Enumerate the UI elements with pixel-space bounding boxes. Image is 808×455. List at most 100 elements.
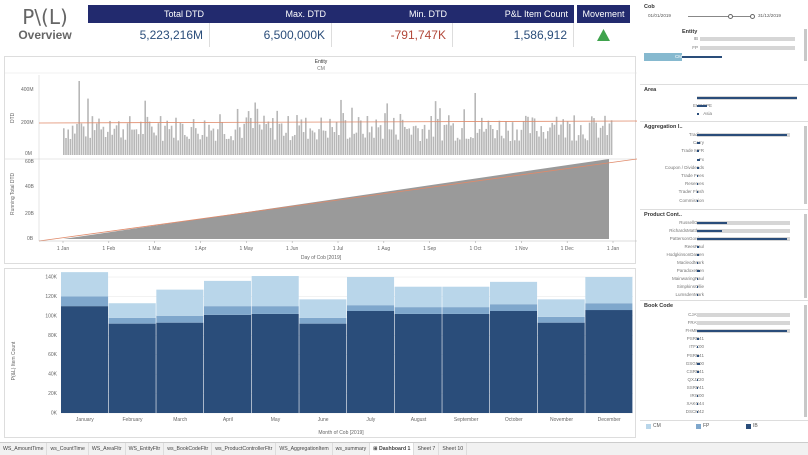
sheet-tab[interactable]: WS_AggregationItem (276, 443, 333, 455)
bar-ib-january[interactable] (61, 306, 109, 413)
product-filter-item[interactable]: MacleodMark (640, 259, 800, 267)
aggregation-filter-item[interactable]: Trading (640, 131, 800, 139)
bar-cm-may[interactable] (251, 276, 299, 307)
product-filter-item[interactable]: RussellGreg (640, 219, 800, 227)
bar-fp-october[interactable] (490, 304, 538, 311)
product-filter-scrollbar[interactable] (804, 214, 807, 298)
sheet-tab[interactable]: ws_CountTime (47, 443, 89, 455)
cob-slider-handle-start[interactable] (728, 14, 733, 19)
sheet-tab-active[interactable]: ⊞ Dashboard 1 (370, 443, 415, 455)
book-filter-item[interactable]: PSRP41 (640, 335, 800, 343)
entity-filter-scrollbar[interactable] (804, 29, 807, 61)
bar-ib-april[interactable] (204, 314, 252, 413)
book-filter-item[interactable]: IRIS00 (640, 392, 800, 400)
product-filter-item[interactable]: HodgkinsonDarren (640, 251, 800, 259)
product-filter-item[interactable]: MainwaringPaul (640, 275, 800, 283)
book-filter-item[interactable]: XAKG44 (640, 400, 800, 408)
bar-fp-february[interactable] (108, 317, 156, 324)
aggregation-filter-item[interactable]: Trade MFR (640, 147, 800, 155)
bar-cm-september[interactable] (442, 286, 490, 308)
book-filter-item[interactable]: PSRP41 (640, 352, 800, 360)
bar-cm-december[interactable] (585, 277, 633, 304)
product-filter-item[interactable]: ReesPaul (640, 243, 800, 251)
entity-filter-item-selected[interactable]: CM (640, 53, 808, 61)
bar-cm-november[interactable] (537, 299, 585, 317)
dtd-chart[interactable]: 400M 200M 0M 60B 40B 20B 0B DTD Running … (5, 57, 637, 265)
book-filter-item[interactable]: QXJZ20 (640, 376, 800, 384)
bar-ib-november[interactable] (537, 322, 585, 413)
area-filter-item[interactable]: EUROPE (640, 102, 808, 110)
bar-cm-october[interactable] (490, 281, 538, 305)
sheet-tab[interactable]: WS_AreaFltr (89, 443, 126, 455)
book-filter-item[interactable]: SSRP41 (640, 384, 800, 392)
bar-cm-august[interactable] (394, 286, 442, 308)
bar-ib-december[interactable] (585, 310, 633, 413)
bar-ib-july[interactable] (347, 311, 395, 413)
bar-ib-october[interactable] (490, 311, 538, 413)
book-filter-item[interactable]: FHMM80 (640, 327, 800, 335)
bar-fp-december[interactable] (585, 303, 633, 311)
sheet-tab[interactable]: Sheet 10 (439, 443, 468, 455)
product-filter-item[interactable]: RichardsMatthew (640, 227, 800, 235)
book-filter-item[interactable]: ITFX00 (640, 343, 800, 351)
cob-end-date[interactable]: 31/12/2019 (758, 13, 781, 18)
aggregation-filter-item[interactable]: Coupon / Dividends (640, 164, 800, 172)
bar-ib-august[interactable] (394, 313, 442, 413)
bar-ib-september[interactable] (442, 313, 490, 413)
aggregation-filter-item[interactable]: Trade Fees (640, 172, 800, 180)
aggregation-filter-item[interactable]: Fx (640, 156, 800, 164)
cob-start-date[interactable]: 01/01/2019 (648, 13, 671, 18)
bar-cm-april[interactable] (204, 280, 252, 307)
bar-fp-august[interactable] (394, 307, 442, 314)
bar-cm-january[interactable] (61, 272, 109, 297)
sheet-tab[interactable]: WS_AmountTime (0, 443, 48, 455)
aggregation-filter-item[interactable]: Trader Flash (640, 188, 800, 196)
bar-ib-february[interactable] (108, 323, 156, 413)
aggregation-filter-item[interactable]: Carry (640, 139, 800, 147)
dtd-daily-bar (87, 98, 89, 155)
bar-fp-november[interactable] (537, 316, 585, 323)
bar-fp-september[interactable] (442, 307, 490, 314)
product-filter-item[interactable]: ParadoxeBen (640, 267, 800, 275)
bar-fp-may[interactable] (251, 306, 299, 314)
bar-fp-january[interactable] (61, 296, 109, 307)
entity-filter-title: Entity (682, 29, 698, 35)
book-filter-item[interactable]: FRAT20 (640, 319, 800, 327)
item-count-chart[interactable]: 0K 20K 40K 60K 80K 100K 120K 140K January Februa… (5, 269, 637, 439)
sheet-tab[interactable]: Sheet 7 (414, 443, 440, 455)
area-filter-item[interactable]: Asia (640, 110, 808, 118)
book-filter-scrollbar[interactable] (804, 305, 807, 417)
bar-ib-march[interactable] (156, 322, 204, 413)
aggregation-filter-item[interactable]: Commission (640, 197, 800, 205)
sheet-tab[interactable]: ws_ProductControllerFltr (212, 443, 277, 455)
book-filter-item[interactable]: DSCM42 (640, 408, 800, 416)
aggregation-filter-scrollbar[interactable] (804, 126, 807, 204)
book-filter-item[interactable]: CJAT00 (640, 311, 800, 319)
bar-ib-may[interactable] (251, 313, 299, 413)
entity-filter-item[interactable]: IB (640, 35, 808, 43)
product-filter-item[interactable]: SimpkinsOllie (640, 283, 800, 291)
bar-fp-april[interactable] (204, 306, 252, 315)
bar-cm-february[interactable] (108, 303, 156, 318)
book-filter-item[interactable]: GSGR00 (640, 360, 800, 368)
bar-ib-june[interactable] (299, 323, 347, 413)
bar-fp-june[interactable] (299, 317, 347, 324)
sheet-tab[interactable]: WS_EntityFltr (126, 443, 165, 455)
bar-cm-july[interactable] (347, 277, 395, 306)
bar-fp-july[interactable] (347, 305, 395, 311)
bar-cm-june[interactable] (299, 299, 347, 318)
entity-filter-item[interactable]: FP (640, 44, 808, 52)
cob-slider-handle-end[interactable] (750, 14, 755, 19)
sheet-tab[interactable]: ws_BookCodeFltr (164, 443, 213, 455)
area-filter-item[interactable]: USA (640, 94, 808, 102)
bar-fp-march[interactable] (156, 315, 204, 323)
aggregation-filter-item[interactable]: Reserves (640, 180, 800, 188)
dtd-daily-bar (577, 135, 580, 155)
product-filter-item[interactable]: PattersonGordon (640, 235, 800, 243)
sheet-tab[interactable]: ws_summary (333, 443, 371, 455)
filter-panel: Cob 01/01/2019 31/12/2019 Entity IB FP C… (640, 0, 808, 442)
bar-cm-march[interactable] (156, 289, 204, 316)
product-filter-item[interactable]: LumsdenMark (640, 291, 800, 299)
cob-slider-track[interactable] (688, 16, 754, 17)
book-filter-item[interactable]: CSRP41 (640, 368, 800, 376)
